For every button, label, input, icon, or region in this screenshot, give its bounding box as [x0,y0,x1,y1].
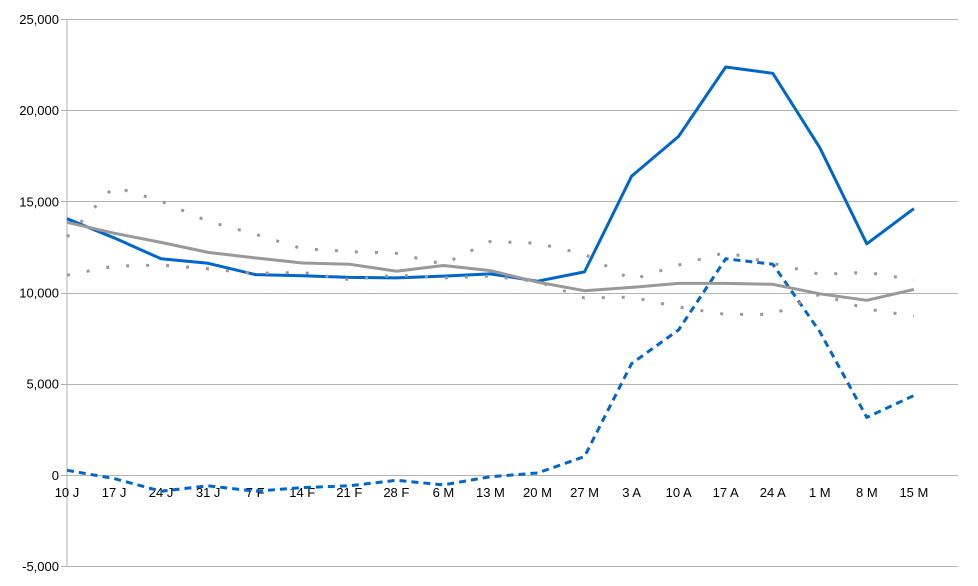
x-tick-label: 27 M [570,485,599,500]
x-tick-label: 10 A [666,485,692,500]
y-tick-label: 25,000 [19,12,59,27]
y-axis-tick-labels: -5,000 0 5,000 10,000 15,000 20,000 25,000 [19,12,59,574]
y-tick-label: 0 [52,468,59,483]
x-tick-label: 17 J [102,485,127,500]
x-tick-label: 15 M [899,485,928,500]
x-tick-label: 13 M [476,485,505,500]
x-tick-label: 21 F [336,485,362,500]
x-tick-label: 10 J [55,485,80,500]
x-tick-label: 28 F [383,485,409,500]
x-tick-label: 8 M [856,485,878,500]
x-tick-label: 6 M [433,485,455,500]
y-tick-label: -5,000 [22,559,59,574]
x-tick-label: 3 A [622,485,641,500]
x-tick-label: 20 M [523,485,552,500]
x-tick-label: 31 J [196,485,221,500]
y-tick-label: 20,000 [19,103,59,118]
x-tick-label: 7 F [246,485,265,500]
series-line-4-dotted [65,185,915,282]
series-line-1-solid [66,65,915,283]
series-line-2-dashed [66,257,915,493]
y-tick-label: 10,000 [19,286,59,301]
x-tick-label: 1 M [809,485,831,500]
series-line-3-solid [66,220,915,302]
x-tick-label: 24 A [760,485,786,500]
series-lines [65,65,915,493]
y-tick-label: 15,000 [19,194,59,209]
series-line-5-dotted [66,263,915,318]
x-tick-label: 17 A [713,485,739,500]
y-tick-label: 5,000 [26,377,59,392]
